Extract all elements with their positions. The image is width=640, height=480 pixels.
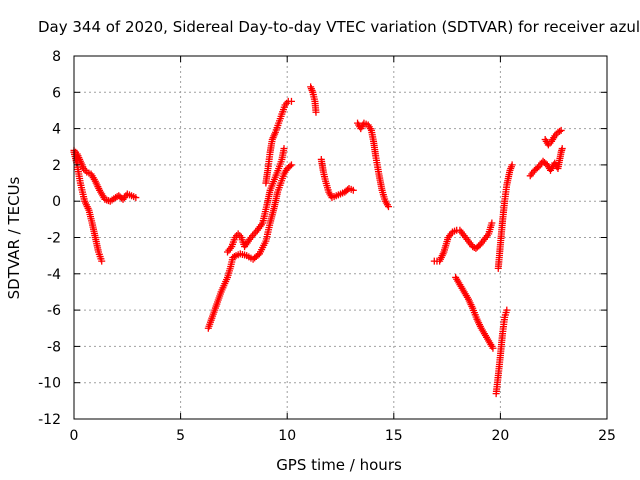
y-tick-labels: -12 -10 -8 -6 -4 -2 0 2 4 6 8	[38, 49, 61, 428]
y-tick-label: 4	[52, 122, 61, 138]
data-point	[98, 257, 106, 265]
series-arc6b	[494, 161, 516, 272]
axis-ticks	[73, 55, 608, 420]
y-tick-label: -6	[47, 303, 61, 319]
data-point	[286, 162, 294, 170]
data-point	[488, 219, 496, 227]
data-point	[384, 203, 392, 211]
y-tick-label: -2	[47, 231, 61, 247]
series-arc6a	[492, 306, 511, 398]
series-arc7	[526, 145, 566, 180]
series-arc2a	[204, 161, 295, 332]
chart-title: Day 344 of 2020, Sidereal Day-to-day VTE…	[38, 18, 640, 36]
x-axis-label: GPS time / hours	[276, 456, 402, 474]
x-tick-label: 20	[491, 428, 509, 444]
data-point	[349, 186, 357, 194]
series-arc3a	[307, 83, 320, 116]
series-arc5b	[452, 273, 497, 352]
x-tick-label: 25	[598, 428, 616, 444]
data-point	[312, 108, 320, 116]
series-arc2b	[224, 145, 288, 256]
x-tick-label: 10	[278, 428, 296, 444]
data-points	[70, 83, 566, 398]
data-point	[558, 145, 566, 153]
data-point	[280, 145, 288, 153]
y-axis-label: SDTVAR / TECUs	[5, 176, 23, 299]
x-tick-labels: 0 5 10 15 20 25	[70, 428, 616, 444]
y-tick-label: 2	[52, 158, 61, 174]
y-tick-label: 8	[52, 49, 61, 65]
x-tick-label: 5	[176, 428, 185, 444]
data-point	[287, 161, 295, 169]
series-arc2c	[262, 97, 295, 187]
data-point	[489, 344, 497, 352]
x-tick-label: 0	[70, 428, 79, 444]
series-arc1b	[70, 148, 106, 265]
series-arc5a	[430, 219, 496, 265]
y-tick-label: -4	[47, 267, 61, 283]
data-point	[132, 194, 140, 202]
data-point	[556, 127, 564, 135]
y-tick-label: 6	[52, 85, 61, 101]
data-point	[503, 306, 511, 314]
y-tick-label: -8	[47, 339, 61, 355]
data-point	[557, 126, 565, 134]
series-arc4	[354, 119, 392, 211]
data-point	[230, 253, 238, 261]
x-tick-label: 15	[385, 428, 403, 444]
y-tick-label: -12	[38, 412, 61, 428]
data-point	[508, 161, 516, 169]
series-arc8	[541, 126, 565, 149]
series-arc3b	[317, 155, 357, 202]
data-point	[287, 97, 295, 105]
y-tick-label: 0	[52, 194, 61, 210]
y-tick-label: -10	[38, 376, 61, 392]
